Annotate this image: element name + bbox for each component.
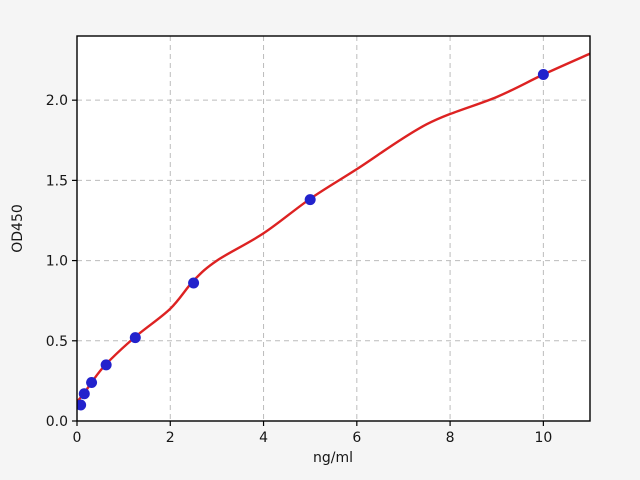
fit-curve-line <box>77 52 590 403</box>
data-point-marker <box>77 399 87 411</box>
x-tick-labels: 0 2 4 6 8 10 <box>73 430 553 446</box>
plot-area <box>77 36 590 421</box>
y-tick-label: 0.0 <box>46 414 68 430</box>
y-tick-labels: 0.0 0.5 1.0 1.5 2.0 <box>46 93 68 430</box>
y-tick-label: 2.0 <box>46 93 68 109</box>
x-tick-label: 10 <box>534 430 552 446</box>
gridlines <box>77 36 590 421</box>
x-axis-label: ng/ml <box>313 450 353 466</box>
data-points <box>77 69 549 411</box>
data-point-marker <box>188 277 200 289</box>
data-point-marker <box>304 194 316 206</box>
y-tick-label: 1.0 <box>46 254 68 270</box>
x-tick-label: 2 <box>166 430 175 446</box>
data-point-marker <box>100 359 112 371</box>
data-point-marker <box>86 377 98 388</box>
data-point-marker <box>78 388 90 400</box>
y-tick-label: 1.5 <box>46 173 68 189</box>
y-axis-label: OD450 <box>10 204 26 253</box>
x-tick-label: 8 <box>446 430 455 446</box>
x-tick-label: 0 <box>73 430 82 446</box>
plot-border <box>76 35 591 422</box>
data-point-marker <box>129 332 141 344</box>
axis-ticks <box>72 99 544 426</box>
x-tick-label: 6 <box>352 430 361 446</box>
y-tick-label: 0.5 <box>46 334 68 350</box>
x-tick-label: 4 <box>259 430 268 446</box>
data-point-marker <box>537 69 549 80</box>
